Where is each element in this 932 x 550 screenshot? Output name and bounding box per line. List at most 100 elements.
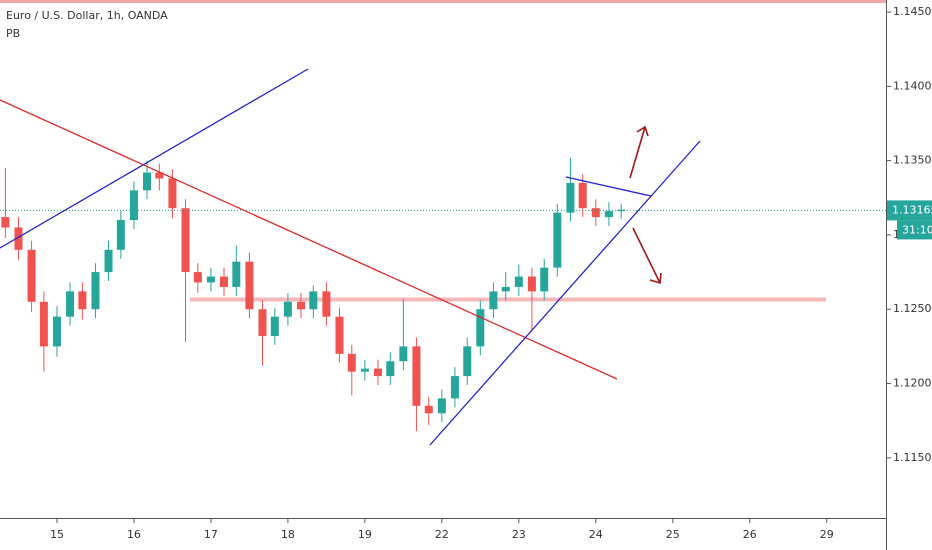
- x-tick-label: 19: [358, 528, 372, 541]
- candle: [116, 211, 125, 259]
- candle: [270, 307, 279, 345]
- trend-line: [0, 99, 618, 380]
- y-tick-label: 1.11500: [893, 451, 932, 464]
- candle-body: [399, 346, 408, 362]
- indicator-label: PB: [6, 27, 20, 40]
- candle-body: [578, 182, 587, 209]
- x-tick-label: 24: [589, 528, 603, 541]
- candle-body: [168, 178, 177, 209]
- candle-body: [437, 398, 446, 414]
- candle: [91, 263, 100, 319]
- axes: 1.145001.140001.135001.130001.125001.120…: [50, 5, 932, 541]
- last-price-label: 1.13165: [892, 203, 932, 216]
- y-tick-label: 1.12500: [893, 302, 932, 315]
- candle-body: [270, 316, 279, 336]
- candle-body: [604, 211, 613, 218]
- chart-title: Euro / U.S. Dollar, 1h, OANDA: [6, 9, 168, 22]
- candle-body: [258, 309, 267, 336]
- candle-body: [424, 405, 433, 414]
- x-tick-label: 29: [820, 528, 834, 541]
- candle: [360, 359, 369, 381]
- candle: [604, 202, 613, 227]
- candle-body: [476, 309, 485, 347]
- candle-body: [181, 208, 190, 273]
- candle: [437, 389, 446, 423]
- candle: [540, 258, 549, 301]
- candle-body: [27, 249, 36, 302]
- y-tick-label: 1.12000: [893, 377, 932, 390]
- candle-body: [116, 220, 125, 250]
- candle-body: [309, 291, 318, 310]
- candle: [258, 300, 267, 366]
- candle-body: [322, 291, 331, 317]
- candle: [501, 272, 510, 301]
- x-tick-label: 16: [127, 528, 141, 541]
- candle: [193, 263, 202, 293]
- candle: [220, 267, 229, 296]
- last-price-box: [887, 200, 932, 221]
- trend-line: [565, 176, 652, 197]
- plot: [0, 157, 886, 432]
- arrow-down: [632, 227, 662, 285]
- candle: [52, 306, 61, 357]
- y-tick-label: 1.13500: [893, 154, 932, 167]
- candle-body: [52, 316, 61, 347]
- x-tick-label: 26: [743, 528, 757, 541]
- arrow-up: [629, 125, 649, 179]
- candle-body: [566, 182, 575, 213]
- candle: [591, 199, 600, 227]
- candle-body: [78, 291, 87, 310]
- candle: [450, 367, 459, 408]
- candle: [347, 344, 356, 396]
- candle: [309, 285, 318, 319]
- candle-body: [386, 361, 395, 377]
- candle: [181, 199, 190, 342]
- trend-line: [0, 68, 309, 249]
- candle: [283, 292, 292, 326]
- candle: [386, 352, 395, 386]
- candle-body: [155, 172, 164, 179]
- candle-body: [143, 172, 152, 191]
- candle: [463, 337, 472, 386]
- candle-body: [347, 353, 356, 372]
- candle: [39, 291, 48, 372]
- candle: [245, 252, 254, 319]
- candle: [296, 292, 305, 319]
- candle-body: [220, 276, 229, 287]
- candle: [373, 359, 382, 386]
- candle: [489, 282, 498, 319]
- candle: [514, 264, 523, 296]
- candle-body: [514, 276, 523, 287]
- candle: [27, 240, 36, 313]
- candle: [412, 337, 421, 432]
- candle-body: [104, 249, 113, 273]
- candle-body: [463, 346, 472, 377]
- candle-body: [206, 276, 215, 283]
- x-tick-label: 17: [204, 528, 218, 541]
- candle: [206, 267, 215, 292]
- candle-body: [360, 368, 369, 372]
- x-tick-label: 15: [50, 528, 64, 541]
- support-band: [190, 297, 826, 302]
- candle-body: [296, 301, 305, 310]
- candle: [322, 282, 331, 326]
- y-tick-label: 1.14000: [893, 79, 932, 92]
- candle-body: [232, 261, 241, 287]
- candle-body: [39, 301, 48, 347]
- candle-body: [66, 291, 75, 317]
- y-tick-label: 1.14500: [893, 5, 932, 18]
- candle-body: [553, 212, 562, 268]
- candle: [14, 217, 23, 261]
- candle-body: [591, 208, 600, 218]
- candle-body: [489, 291, 498, 310]
- candle-body: [245, 261, 254, 310]
- candle: [553, 203, 562, 277]
- candle: [399, 298, 408, 371]
- candle-body: [412, 346, 421, 406]
- candle-body: [335, 316, 344, 354]
- candle: [476, 300, 485, 356]
- drawings: [0, 68, 701, 446]
- candle-body: [373, 368, 382, 377]
- candle-body: [527, 276, 536, 292]
